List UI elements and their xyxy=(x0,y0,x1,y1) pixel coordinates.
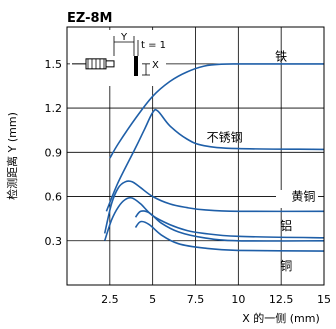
label-background xyxy=(276,190,318,208)
y-tick-label: 1.5 xyxy=(45,58,63,71)
inset-t-label: t = 1 xyxy=(141,40,166,51)
series-line-6 xyxy=(134,220,325,252)
x-axis-label: X 的一侧 (mm) xyxy=(242,311,320,325)
x-tick-label: 10 xyxy=(231,293,245,306)
x-tick-label: 15 xyxy=(317,293,331,306)
tick-labels: 2.5 5 7.5 10 12.5 15 0.3 0.6 0.9 1.2 1.5 xyxy=(45,58,332,306)
series-line-1 xyxy=(109,63,324,159)
series-line-3 xyxy=(103,180,325,234)
y-axis-label: 检测距离 Y (mm) xyxy=(5,112,19,200)
diagram-background xyxy=(70,30,166,86)
series-label: 铁 xyxy=(275,49,287,63)
y-tick-label: 0.9 xyxy=(45,146,63,159)
sensor-diagram: Yt = 1 X xyxy=(70,30,166,86)
y-tick-label: 0.3 xyxy=(45,235,63,248)
series-label: 铝 xyxy=(280,218,292,233)
x-tick-label: 12.5 xyxy=(269,293,294,306)
sensor-head xyxy=(105,60,115,68)
y-tick-label: 0.6 xyxy=(45,191,63,204)
series-line-2 xyxy=(105,108,325,212)
series-lines xyxy=(103,63,325,252)
inset-x-label: X xyxy=(152,60,159,71)
x-tick-label: 5 xyxy=(149,293,156,306)
x-tick-label: 2.5 xyxy=(101,293,119,306)
target-plate xyxy=(134,56,138,76)
x-tick-label: 7.5 xyxy=(187,293,205,306)
y-tick-label: 1.2 xyxy=(45,102,63,115)
series-label: 不锈钢 xyxy=(207,131,243,145)
series-label: 黄铜 xyxy=(291,189,315,204)
series-line-5 xyxy=(134,210,325,242)
inset-y-label: Y xyxy=(120,32,128,43)
series-label: 铜 xyxy=(280,258,292,273)
chart-title: EZ-8M xyxy=(67,11,112,26)
plot-frame xyxy=(66,26,325,286)
